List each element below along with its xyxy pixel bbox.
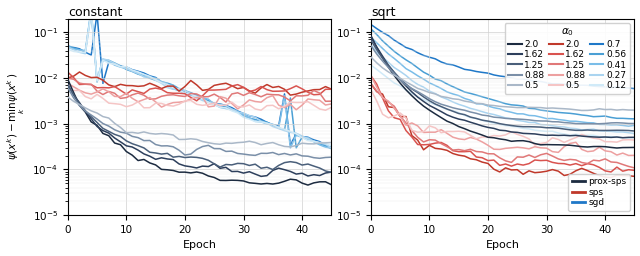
Text: sqrt: sqrt — [371, 6, 396, 18]
Y-axis label: $\psi(x^k) - \min_k \psi(x^k)$: $\psi(x^k) - \min_k \psi(x^k)$ — [6, 73, 27, 161]
Text: constant: constant — [68, 6, 122, 18]
X-axis label: Epoch: Epoch — [182, 240, 216, 250]
Legend: prox-sps, sps, sgd: prox-sps, sps, sgd — [568, 174, 630, 211]
X-axis label: Epoch: Epoch — [486, 240, 520, 250]
